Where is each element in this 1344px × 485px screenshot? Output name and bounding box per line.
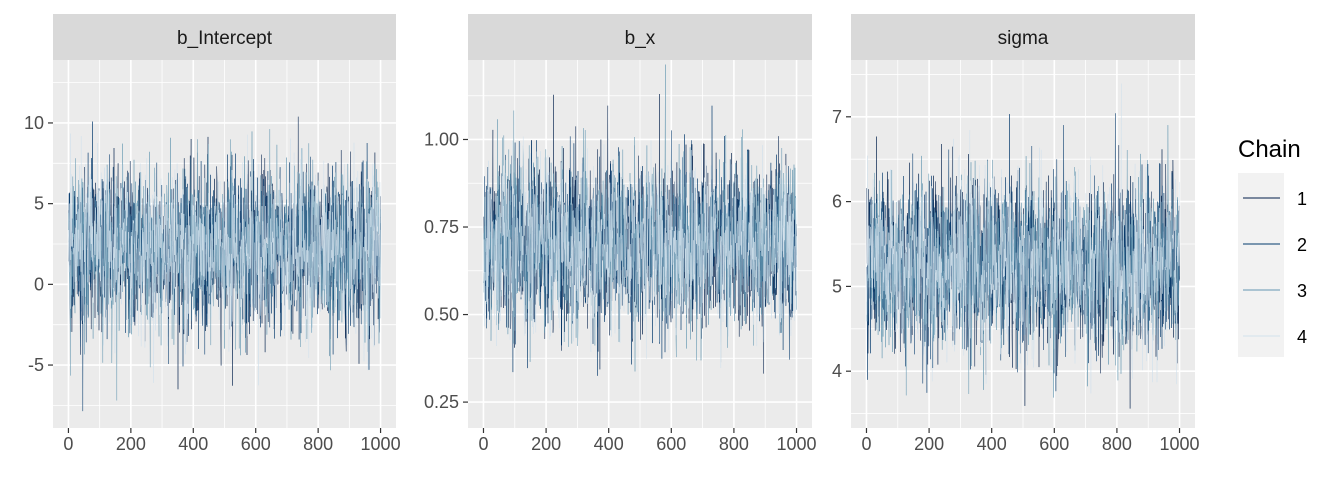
facet-b_Intercept: b_Intercept 0 200 400 600 800 1000 -5 0 5 10 xyxy=(24,14,401,454)
x-tick-label: 400 xyxy=(178,434,208,454)
x-tick-label: 400 xyxy=(977,434,1007,454)
x-tick-label: 800 xyxy=(303,434,333,454)
facet-strip xyxy=(468,14,812,60)
x-tick-label: 200 xyxy=(914,434,944,454)
y-tick-label: 0 xyxy=(34,274,44,294)
y-tick-label: 5 xyxy=(832,276,842,296)
y-tick-label: 6 xyxy=(832,192,842,212)
facet-title: b_x xyxy=(625,28,656,49)
facet-title: b_Intercept xyxy=(177,28,273,49)
y-tick-label: 1.00 xyxy=(424,129,459,149)
x-tick-label: 1000 xyxy=(1159,434,1199,454)
x-tick-label: 600 xyxy=(1039,434,1069,454)
x-tick-label: 400 xyxy=(594,434,624,454)
x-tick-label: 200 xyxy=(531,434,561,454)
trace-chain-4 xyxy=(483,136,797,369)
legend-label: 2 xyxy=(1297,235,1307,255)
y-tick-label: -5 xyxy=(28,355,44,375)
legend: Chain 1 2 3 4 xyxy=(1238,136,1307,357)
facet-strip xyxy=(851,14,1195,60)
x-tick-label: 1000 xyxy=(776,434,816,454)
x-tick-label: 800 xyxy=(1102,434,1132,454)
y-tick-label: 10 xyxy=(24,113,44,133)
legend-label: 3 xyxy=(1297,281,1307,301)
legend-label: 4 xyxy=(1297,327,1307,347)
facet-title: sigma xyxy=(998,28,1049,49)
x-tick-label: 800 xyxy=(719,434,749,454)
facet-sigma: sigma 0 200 400 600 800 1000 4 5 6 7 xyxy=(832,14,1200,454)
x-tick-label: 0 xyxy=(63,434,73,454)
y-tick-label: 0.50 xyxy=(424,305,459,325)
x-tick-label: 600 xyxy=(241,434,271,454)
y-tick-label: 4 xyxy=(832,361,842,381)
x-tick-label: 1000 xyxy=(361,434,401,454)
legend-title: Chain xyxy=(1238,136,1301,163)
facet-b_x: b_x 0 200 400 600 800 1000 0.25 0.50 0.75 1.00 xyxy=(424,14,817,454)
x-tick-label: 600 xyxy=(656,434,686,454)
facet-strip xyxy=(53,14,396,60)
y-tick-label: 0.25 xyxy=(424,392,459,412)
x-tick-label: 200 xyxy=(116,434,146,454)
x-tick-label: 0 xyxy=(861,434,871,454)
trace-chain-4 xyxy=(866,83,1180,394)
y-tick-label: 0.75 xyxy=(424,217,459,237)
trace-chain-4 xyxy=(68,133,381,386)
legend-key-background xyxy=(1238,173,1284,357)
legend-label: 1 xyxy=(1297,189,1307,209)
y-tick-label: 7 xyxy=(832,107,842,127)
x-tick-label: 0 xyxy=(478,434,488,454)
y-tick-label: 5 xyxy=(34,194,44,214)
